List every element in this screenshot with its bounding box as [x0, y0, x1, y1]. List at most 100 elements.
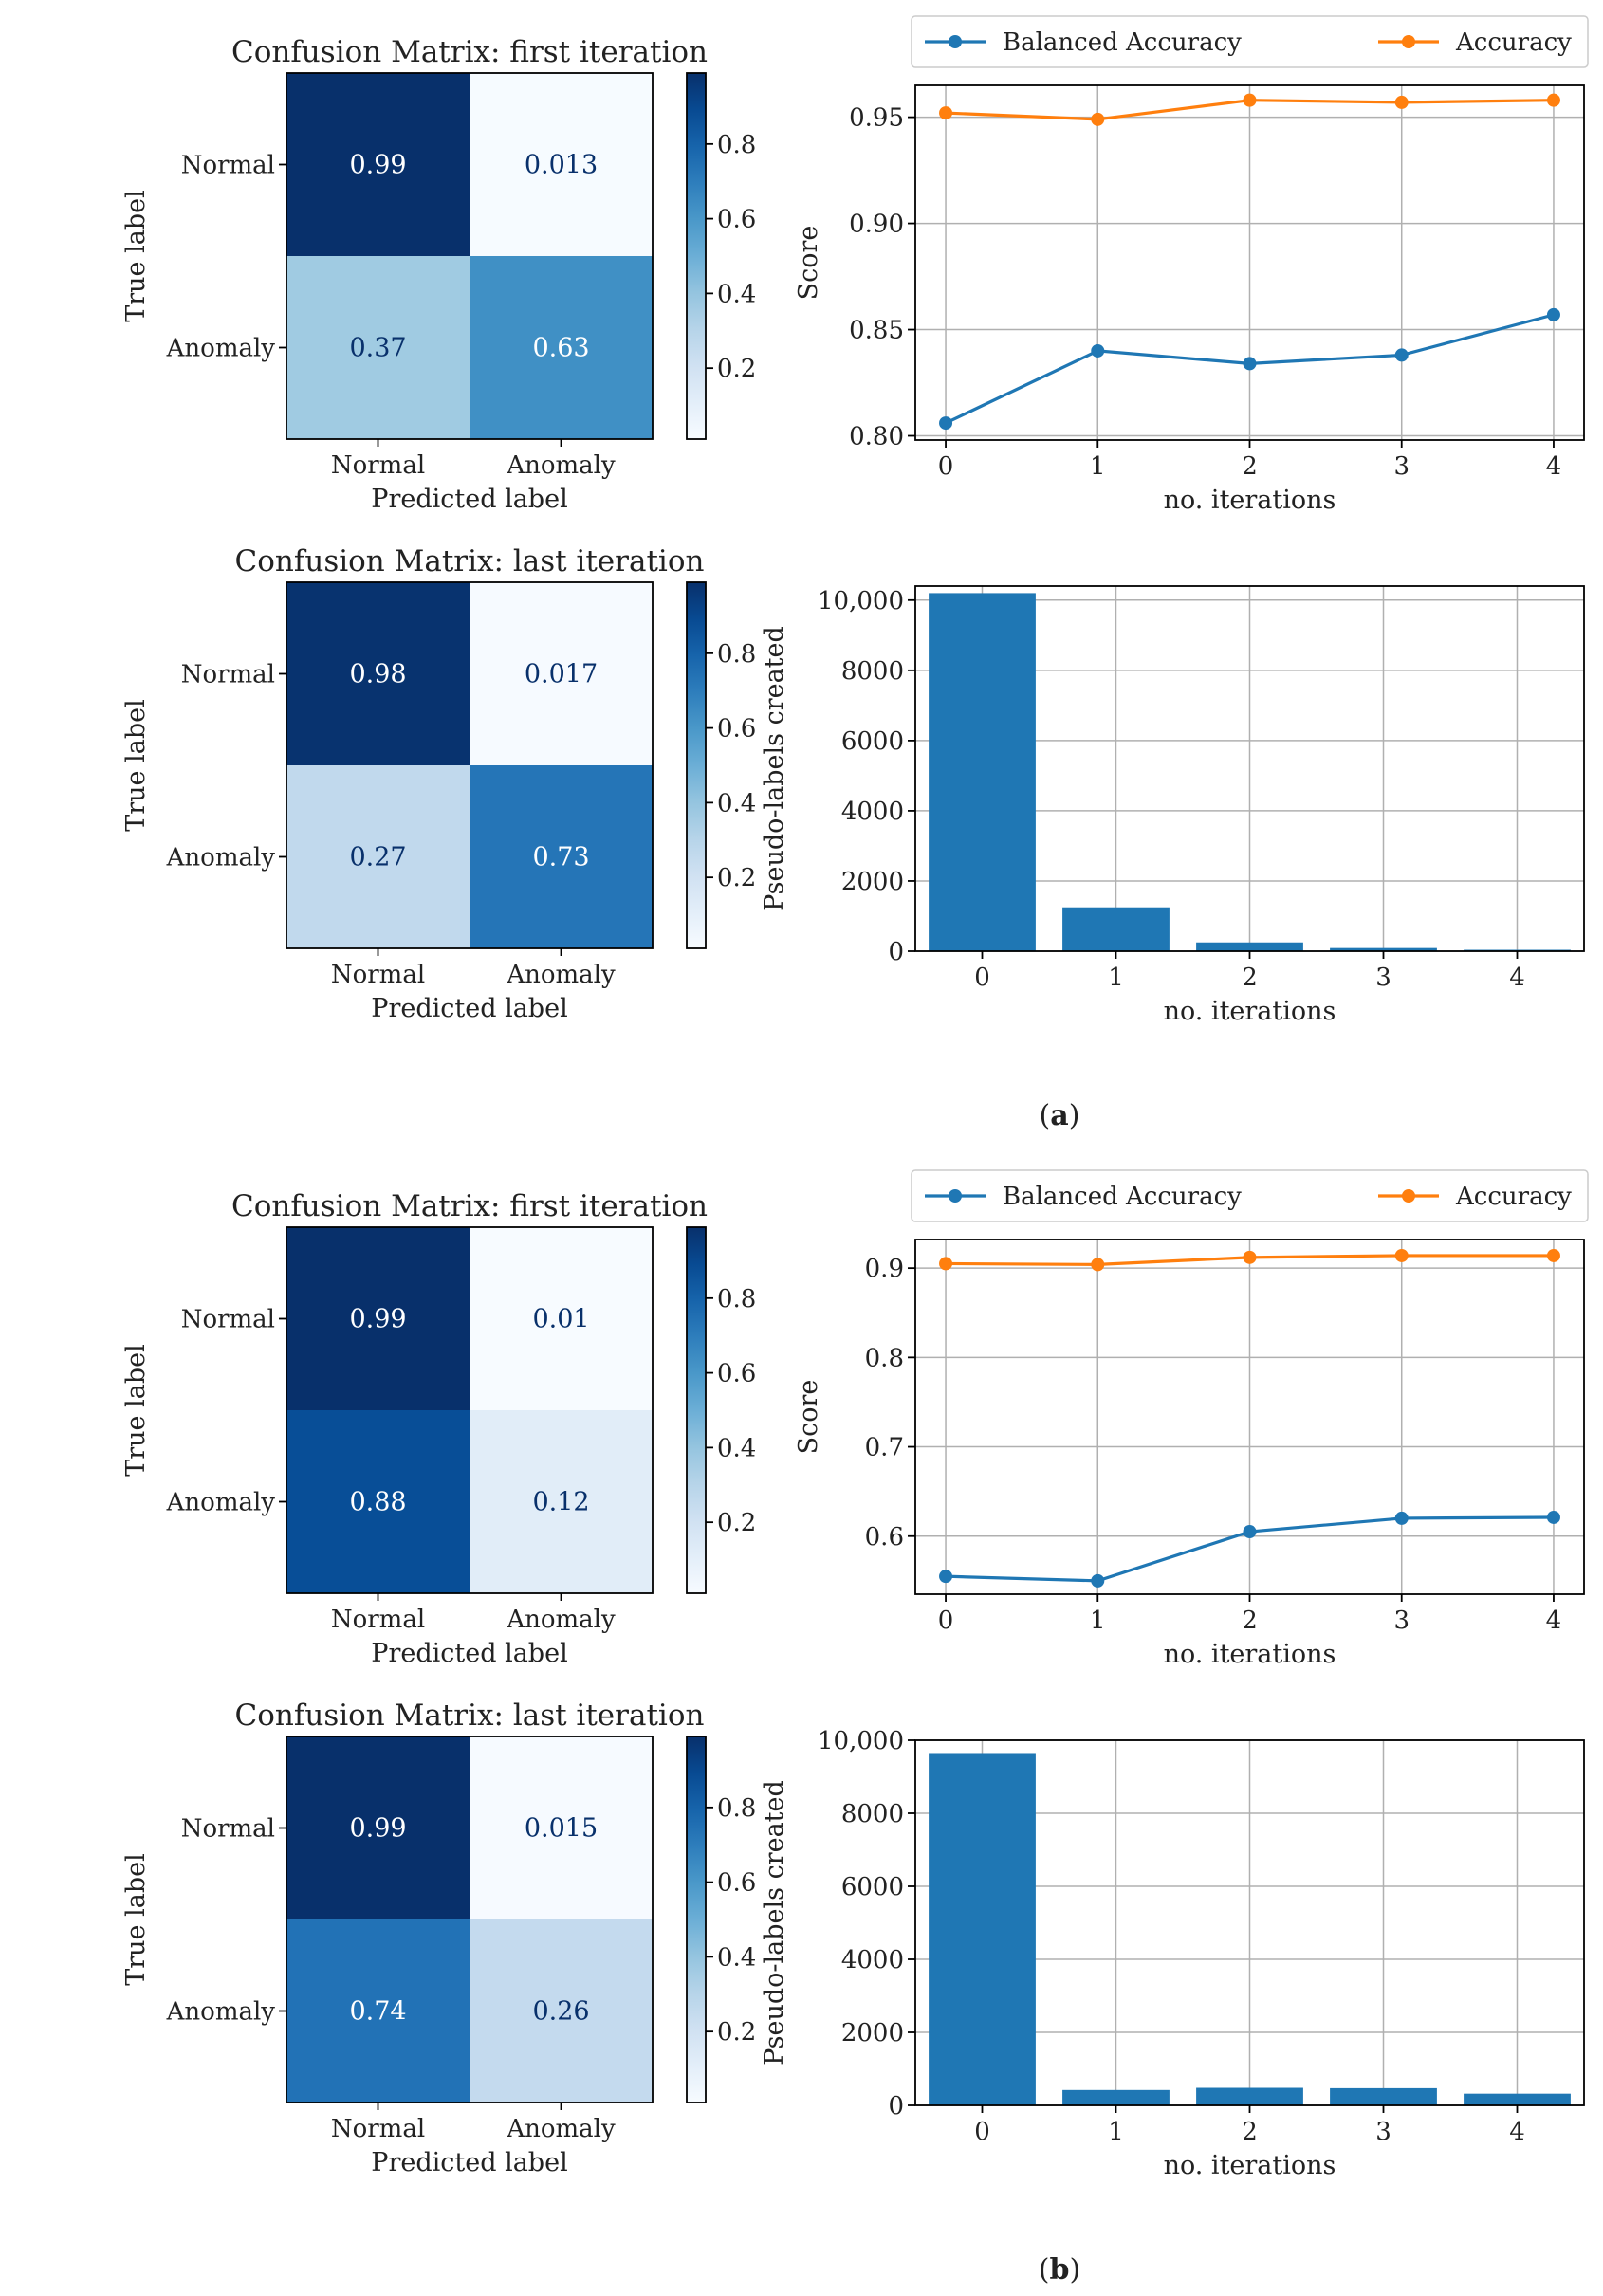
y-tick-label: Normal [181, 152, 275, 180]
y-tick-label: Anomaly [166, 844, 276, 872]
y-tick-label: 0.9 [865, 1255, 904, 1283]
x-axis-label: Predicted label [371, 2148, 567, 2177]
y-tick-label: 10,000 [818, 587, 904, 615]
cm-cell-label: 0.26 [532, 1997, 589, 2027]
cm-frame [286, 581, 654, 949]
legend-label-accuracy: Accuracy [1455, 1183, 1572, 1211]
accuracy-point [1091, 112, 1105, 126]
accuracy-point [939, 106, 953, 120]
confusion-matrix-last: Confusion Matrix: last iteration 0.99 0.01… [121, 1699, 756, 2177]
colorbar-tick-label: 0.6 [717, 1360, 756, 1388]
x-tick-label: Normal [331, 961, 425, 989]
colorbar-tick-label: 0.2 [717, 864, 756, 892]
colorbar-tick-label: 0.8 [717, 640, 756, 669]
cm-cell-label: 0.63 [532, 334, 589, 363]
x-tick-label: 2 [1242, 452, 1258, 481]
x-tick-label: 0 [974, 2118, 990, 2146]
x-tick-label: 3 [1375, 964, 1391, 992]
balanced-accuracy-point [939, 1570, 953, 1584]
colorbar-tick-label: 0.8 [717, 1285, 756, 1313]
x-axis-label: Predicted label [371, 994, 567, 1023]
y-tick-label: 6000 [841, 1873, 904, 1901]
y-tick-label: 6000 [841, 727, 904, 756]
x-tick-label: 2 [1242, 2118, 1258, 2146]
score-chart: 0.80 0.85 0.90 0.95 0 1 2 3 4 no. iterations Score… [794, 15, 1589, 515]
x-tick-label: Normal [331, 2115, 425, 2143]
x-tick-label: Anomaly [506, 451, 616, 480]
bar [1196, 2087, 1303, 2105]
colorbar-frame [686, 1736, 707, 2103]
panel-b: Confusion Matrix: first iteration 0.99 0.0… [121, 1169, 1589, 2287]
balanced-accuracy-point [1091, 1573, 1105, 1588]
x-tick-label: Normal [331, 1606, 425, 1634]
legend-box [911, 1169, 1589, 1222]
y-axis-label: True label [121, 1853, 151, 1986]
cm-cell-label: 0.015 [525, 1814, 598, 1844]
y-tick-label: 0 [888, 938, 904, 966]
y-axis-label: True label [121, 699, 151, 832]
y-tick-label: Anomaly [166, 1998, 276, 2027]
y-tick-label: 4000 [841, 1946, 904, 1975]
balanced-accuracy-point [1243, 1525, 1257, 1539]
y-tick-label: Anomaly [166, 1489, 276, 1517]
balanced-accuracy-point [1243, 357, 1257, 371]
y-tick-label: 10,000 [818, 1727, 904, 1755]
x-tick-label: Anomaly [506, 1606, 616, 1634]
y-tick-label: Normal [181, 1306, 275, 1334]
bar [1330, 947, 1437, 951]
panel-caption: (a) [1040, 1099, 1080, 1132]
colorbar-frame [686, 581, 707, 949]
colorbar [687, 1227, 706, 1593]
cm-cell-label: 0.73 [532, 843, 589, 872]
cm-cell-label: 0.99 [349, 1814, 406, 1844]
cm-cell-label: 0.12 [532, 1488, 589, 1517]
cm-cell-label: 0.017 [525, 660, 598, 689]
x-tick-label: 4 [1509, 2118, 1525, 2146]
x-tick-label: 4 [1546, 1607, 1562, 1635]
accuracy-point [1546, 1248, 1560, 1262]
panel-a: Confusion Matrix: first iteration 0.99 0.0… [121, 15, 1589, 1132]
legend-label-balanced: Balanced Accuracy [1003, 28, 1242, 57]
y-tick-label: Normal [181, 1815, 275, 1844]
score-chart: 0.6 0.7 0.8 0.9 0 1 2 3 4 no. iterations Score Bala… [794, 1169, 1589, 1669]
colorbar-frame [686, 1226, 707, 1594]
colorbar-tick-label: 0.4 [717, 789, 756, 817]
cm-cell-label: 0.98 [349, 660, 406, 689]
y-tick-label: 0.8 [865, 1344, 904, 1372]
legend-marker-balanced [949, 1189, 962, 1203]
colorbar [687, 582, 706, 948]
colorbar-tick-label: 0.6 [717, 1869, 756, 1898]
x-tick-label: 3 [1375, 2118, 1391, 2146]
bar [929, 1753, 1036, 2105]
balanced-accuracy-point [1091, 343, 1105, 358]
y-tick-label: 2000 [841, 868, 904, 896]
colorbar-tick-label: 0.8 [717, 1794, 756, 1823]
cm-cell [470, 73, 653, 256]
x-tick-label: 3 [1393, 452, 1410, 481]
confusion-matrix-last: Confusion Matrix: last iteration 0.98 0.01… [121, 544, 756, 1023]
x-tick-label: Anomaly [506, 2115, 616, 2143]
y-tick-label: 2000 [841, 2019, 904, 2048]
x-tick-label: 1 [1090, 452, 1106, 481]
cm-cell-label: 0.013 [525, 151, 598, 180]
colorbar-tick-label: 0.2 [717, 355, 756, 383]
legend-label-balanced: Balanced Accuracy [1003, 1183, 1242, 1211]
cm-cell [286, 1410, 470, 1593]
cm-cell [286, 1227, 470, 1410]
cm-title: Confusion Matrix: last iteration [235, 1699, 705, 1733]
cm-title: Confusion Matrix: first iteration [231, 35, 708, 69]
x-axis-label: no. iterations [1164, 486, 1336, 515]
colorbar-tick-label: 0.6 [717, 715, 756, 744]
cm-frame [286, 1736, 654, 2103]
cm-cell-label: 0.37 [349, 334, 406, 363]
accuracy-point [1546, 93, 1560, 107]
x-tick-label: Normal [331, 451, 425, 480]
legend-label-accuracy: Accuracy [1455, 28, 1572, 57]
y-tick-label: 0.6 [865, 1523, 904, 1552]
cm-cell-label: 0.74 [349, 1997, 406, 2027]
accuracy-point [939, 1257, 953, 1271]
x-tick-label: 2 [1242, 964, 1258, 992]
cm-title: Confusion Matrix: first iteration [231, 1189, 708, 1223]
x-tick-label: 2 [1242, 1607, 1258, 1635]
colorbar-tick-label: 0.2 [717, 1509, 756, 1537]
